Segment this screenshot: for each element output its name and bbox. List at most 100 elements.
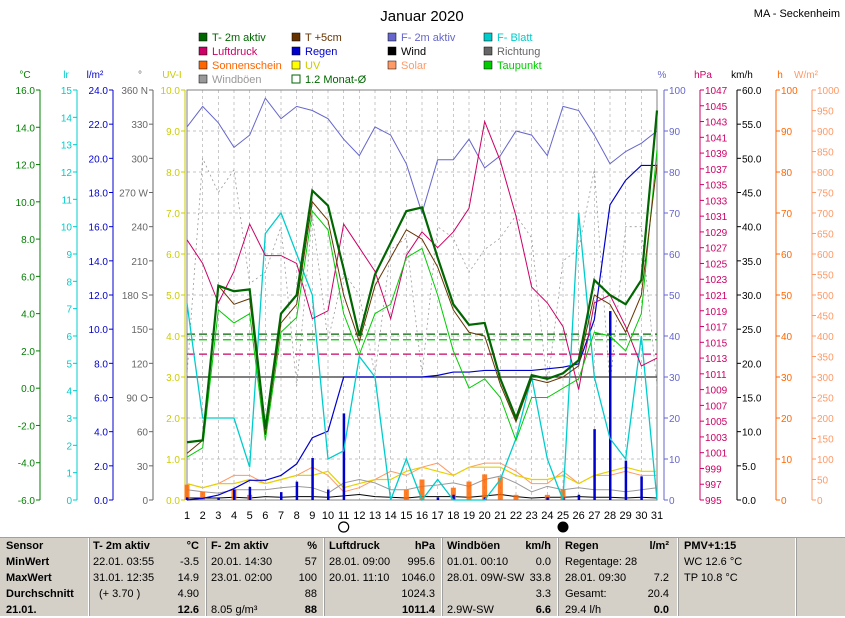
axis-tick-label-wind: 10.0 <box>742 428 762 439</box>
stats-gusts-header: Windböen <box>447 540 501 552</box>
legend-swatch-dew <box>483 60 493 70</box>
axis-tick-label-temp: -2.0 <box>18 421 36 432</box>
axis-tick-label-hum: 20 <box>669 414 681 425</box>
sunshine-bar <box>184 484 190 500</box>
rain-daily-bar <box>593 429 596 500</box>
day-label: 16 <box>416 510 428 522</box>
axis-tick-label-pressure: 1031 <box>705 212 728 223</box>
axis-tick-label-pressure: 1033 <box>705 196 728 207</box>
legend-label-dew: Taupunkt <box>497 60 542 72</box>
axis-tick-label-dir: 30 <box>137 462 149 473</box>
stats-t2m-avg: 4.90 <box>177 588 199 600</box>
axis-tick-label-solar: 900 <box>817 127 834 138</box>
day-label: 1 <box>184 510 190 522</box>
axis-tick-label-temp: 2.0 <box>21 347 35 358</box>
legend-swatch-rain <box>291 46 301 56</box>
axis-tick-label-lr: 5 <box>66 359 72 370</box>
stats-f2m-min: 57 <box>304 556 317 568</box>
axis-tick-label-temp: 14.0 <box>16 123 36 134</box>
axis-tick-label-dir: 180 S <box>122 291 148 302</box>
stats-col-sensor: Sensor MinWert MaxWert Durchschnitt 21.0… <box>6 538 86 616</box>
axis-tick-label-solar: 100 <box>817 455 834 466</box>
stats-f2m-abs: 8.05 g/m³ <box>211 604 258 616</box>
axis-unit-uv: UV-I <box>162 70 181 81</box>
axis-tick-label-dir: 120 <box>131 359 148 370</box>
axis-tick-label-temp: 8.0 <box>21 235 35 246</box>
stats-t2m-delta: (+ 3.70 ) <box>99 588 141 600</box>
stats-col-gusts: Windböen km/h 01.01. 00:10 0.0 28.01. 09W-… <box>447 538 555 616</box>
stats-rain-days: Regentage: 28 <box>565 556 638 568</box>
sunshine-bar <box>419 479 425 500</box>
axis-tick-label-pressure: 995 <box>705 496 722 507</box>
stats-gusts-max: 33.8 <box>529 572 551 584</box>
day-label: 28 <box>604 510 616 522</box>
stats-f2m-max-time: 23.01. 02:00 <box>211 572 273 584</box>
axis-tick-label-dir: 330 <box>131 120 148 131</box>
day-label: 14 <box>385 510 397 522</box>
axis-tick-label-rain: 18.0 <box>89 189 109 200</box>
rain-daily-bar <box>546 497 549 500</box>
axis-tick-label-solar: 850 <box>817 148 834 159</box>
stats-f2m-min-time: 20.01. 14:30 <box>211 556 273 568</box>
axis-tick-label-rain: 0.0 <box>94 496 108 507</box>
axis-tick-label-pressure: 1037 <box>705 165 728 176</box>
stats-pressure-max: 1046.0 <box>401 572 435 584</box>
stats-separator <box>557 538 559 616</box>
axis-tick-label-solar: 250 <box>817 394 834 405</box>
axis-tick-label-sunh: 20 <box>781 414 793 425</box>
stats-t2m-day: 12.6 <box>177 604 199 616</box>
axis-tick-label-rain: 8.0 <box>94 359 108 370</box>
axis-tick-label-pressure: 1023 <box>705 275 728 286</box>
axis-tick-label-pressure: 1025 <box>705 259 728 270</box>
day-label: 10 <box>322 510 334 522</box>
stats-pressure-min: 995.6 <box>407 556 435 568</box>
stats-separator <box>205 538 207 616</box>
series-leaf-wetness <box>186 211 658 502</box>
day-label: 15 <box>400 510 412 522</box>
axis-tick-label-wind: 30.0 <box>742 291 762 302</box>
axis-tick-label-dir: 300 <box>131 154 148 165</box>
axis-tick-label-hum: 60 <box>669 250 681 261</box>
rain-daily-bar <box>327 489 330 500</box>
axis-tick-label-temp: -4.0 <box>18 459 36 470</box>
axis-tick-label-wind: 50.0 <box>742 154 762 165</box>
axis-tick-label-solar: 300 <box>817 373 834 384</box>
axis-tick-label-uv: 7.0 <box>166 209 180 220</box>
stats-pmv-windchill: WC 12.6 °C <box>684 556 743 568</box>
stats-t2m-header: T- 2m aktiv <box>93 540 150 552</box>
axis-tick-label-pressure: 1035 <box>705 181 728 192</box>
axis-tick-label-dir: 60 <box>137 428 149 439</box>
axis-tick-label-pressure: 1011 <box>705 370 727 381</box>
legend-swatch-sun <box>198 60 208 70</box>
axis-tick-label-solar: 200 <box>817 414 834 425</box>
axis-tick-label-hum: 90 <box>669 127 681 138</box>
axis-tick-label-solar: 800 <box>817 168 834 179</box>
day-label: 19 <box>463 510 475 522</box>
axis-tick-label-uv: 6.0 <box>166 250 180 261</box>
stats-label-max: MaxWert <box>6 572 52 584</box>
day-label: 24 <box>541 510 553 522</box>
day-label: 29 <box>620 510 632 522</box>
day-label: 21 <box>494 510 506 522</box>
axis-tick-label-pressure: 1021 <box>705 291 728 302</box>
stats-t2m-max: 14.9 <box>177 572 199 584</box>
axis-tick-label-sunh: 60 <box>781 250 793 261</box>
series-direction <box>186 158 658 387</box>
axis-tick-label-hum: 0 <box>669 496 675 507</box>
axis-tick-label-solar: 450 <box>817 312 834 323</box>
legend-label-uv: UV <box>305 60 321 72</box>
axis-tick-label-uv: 9.0 <box>166 127 180 138</box>
axis-tick-label-solar: 400 <box>817 332 834 343</box>
stats-rain-rate: 29.4 l/h <box>565 604 602 616</box>
axis-tick-label-temp: 10.0 <box>16 198 36 209</box>
rain-daily-bar <box>436 497 440 500</box>
statistics-panel: Sensor MinWert MaxWert Durchschnitt 21.0… <box>0 537 845 616</box>
axis-tick-label-pressure: 1013 <box>705 354 728 365</box>
axis-tick-label-pressure: 1003 <box>705 433 728 444</box>
stats-rain-max: 7.2 <box>653 572 669 584</box>
axis-tick-label-lr: 15 <box>61 86 73 97</box>
axis-tick-label-dir: 90 O <box>126 394 148 405</box>
axis-unit-hum: % <box>658 70 667 81</box>
stats-label-avg: Durchschnitt <box>6 588 74 600</box>
stats-t2m-min: -3.5 <box>180 556 199 568</box>
